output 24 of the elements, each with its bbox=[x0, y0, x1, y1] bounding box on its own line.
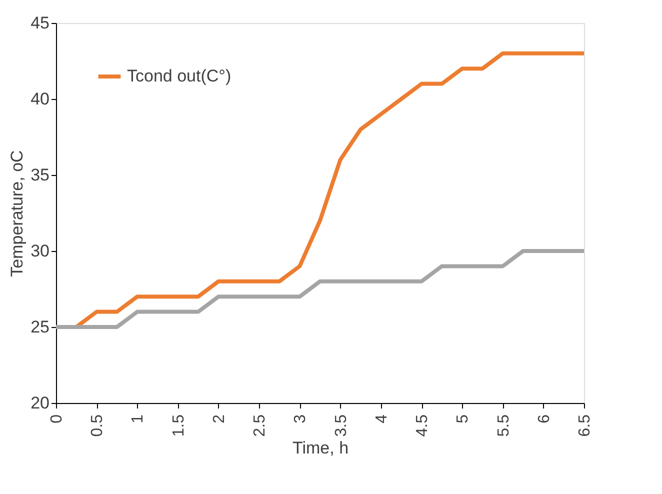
x-tick-label: 1 bbox=[130, 414, 147, 424]
y-tick-label: 40 bbox=[30, 90, 50, 108]
x-tick-label: 2.5 bbox=[252, 414, 269, 437]
x-tick-label: 4 bbox=[373, 414, 390, 424]
x-tick-label: 3 bbox=[292, 414, 310, 424]
x-tick-label: 0 bbox=[48, 414, 66, 424]
y-tick-label: 35 bbox=[30, 166, 50, 184]
x-tick-label: 2 bbox=[210, 414, 228, 424]
y-tick-label: 20 bbox=[30, 394, 50, 412]
x-tick-label: 6.5 bbox=[576, 414, 594, 437]
y-tick-label: 25 bbox=[30, 318, 50, 336]
y-tick-label: 30 bbox=[30, 242, 50, 260]
x-tick-label: 0.5 bbox=[89, 414, 106, 437]
x-tick-label: 3.5 bbox=[332, 414, 350, 437]
line-series bbox=[56, 249, 584, 329]
y-tick-label: 45 bbox=[30, 14, 50, 32]
x-axis-title: Time, h bbox=[292, 438, 349, 458]
x-tick-label: 5 bbox=[454, 414, 472, 424]
x-tick-label: 5.5 bbox=[495, 414, 512, 437]
x-tick-label: 1.5 bbox=[170, 414, 188, 437]
x-tick-label: 4.5 bbox=[414, 414, 432, 437]
x-tick-label: 6 bbox=[536, 414, 553, 424]
y-axis-title: Temperature, oC bbox=[8, 150, 27, 277]
legend-label: Tcond out(C°) bbox=[127, 66, 232, 86]
